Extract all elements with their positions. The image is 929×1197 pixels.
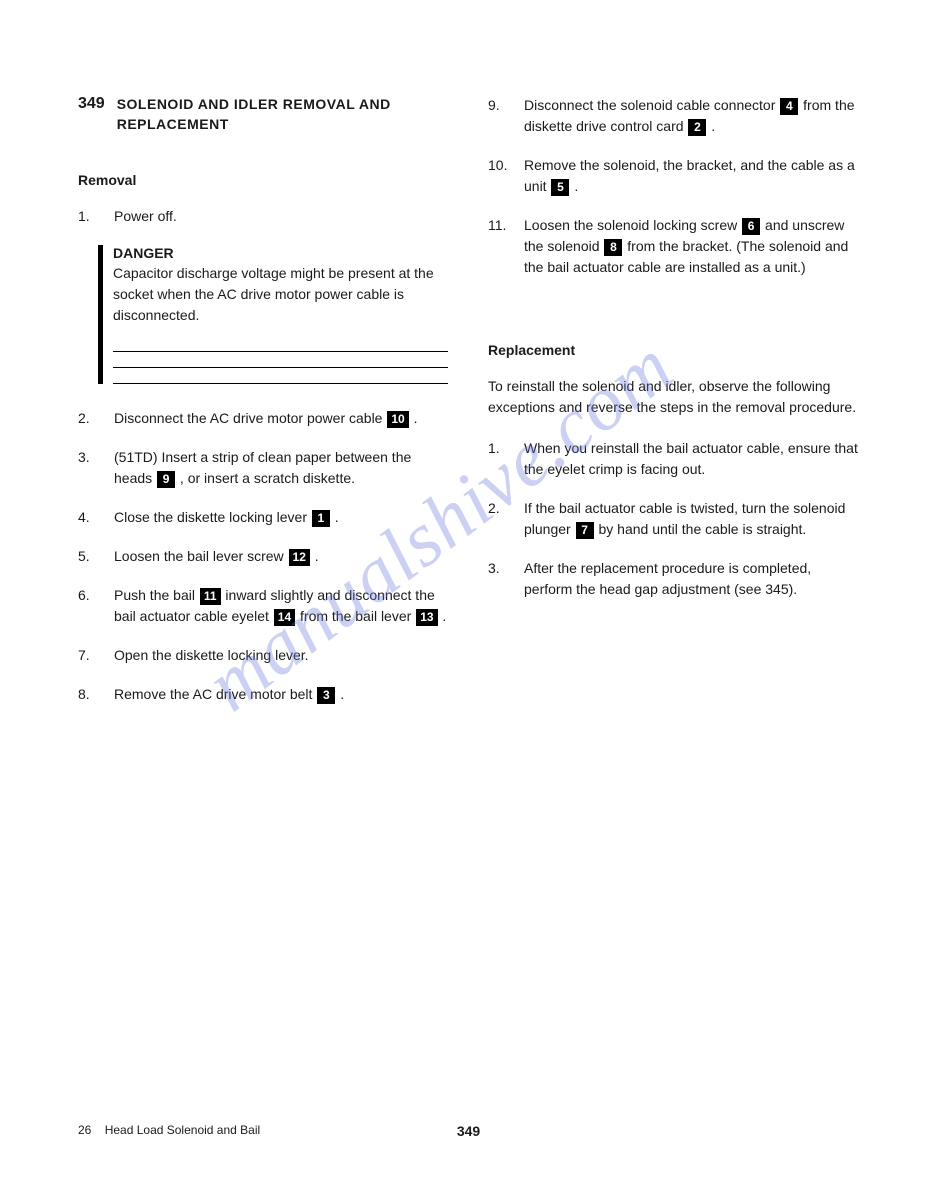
callout-keycap: 2 (688, 119, 706, 136)
list-item: 2.Disconnect the AC drive motor power ca… (78, 408, 448, 429)
item-body: Loosen the solenoid locking screw 6 and … (524, 215, 858, 278)
item-number: 4. (78, 507, 114, 528)
callout-keycap: 10 (387, 411, 408, 428)
item-number: 7. (78, 645, 114, 666)
item-body: Open the diskette locking lever. (114, 645, 448, 666)
list-item: 8.Remove the AC drive motor belt 3 . (78, 684, 448, 705)
callout-keycap: 9 (157, 471, 175, 488)
callout-keycap: 5 (551, 179, 569, 196)
item-number: 3. (488, 558, 524, 600)
page-content: 349 SOLENOID AND IDLER REMOVAL AND REPLA… (78, 95, 859, 723)
item-number: 5. (78, 546, 114, 567)
callout-keycap: 6 (742, 218, 760, 235)
item-body: Disconnect the AC drive motor power cabl… (114, 408, 448, 429)
list-item: 2.If the bail actuator cable is twisted,… (488, 498, 858, 540)
item-body: Close the diskette locking lever 1 . (114, 507, 448, 528)
danger-text: Capacitor discharge voltage might be pre… (113, 263, 448, 326)
footer-section-number: 349 (457, 1123, 480, 1139)
item-body: (51TD) Insert a strip of clean paper bet… (114, 447, 448, 489)
item-number: 1. (78, 206, 114, 227)
section-header: 349 SOLENOID AND IDLER REMOVAL AND REPLA… (78, 95, 448, 134)
page-footer: 26 Head Load Solenoid and Bail 349 (78, 1123, 859, 1137)
danger-block: DANGER Capacitor discharge voltage might… (98, 245, 448, 384)
callout-keycap: 1 (312, 510, 330, 527)
callout-keycap: 7 (576, 522, 594, 539)
list-item: 3.(51TD) Insert a strip of clean paper b… (78, 447, 448, 489)
item-body: Loosen the bail lever screw 12 . (114, 546, 448, 567)
list-item: 6.Push the bail 11 inward slightly and d… (78, 585, 448, 627)
item-body: Remove the AC drive motor belt 3 . (114, 684, 448, 705)
blank-line (113, 336, 448, 352)
item-body: Remove the solenoid, the bracket, and th… (524, 155, 858, 197)
item-number: 10. (488, 155, 524, 197)
footer-title: Head Load Solenoid and Bail (105, 1123, 260, 1137)
left-column: 349 SOLENOID AND IDLER REMOVAL AND REPLA… (78, 95, 448, 723)
callout-keycap: 11 (200, 588, 221, 605)
danger-title: DANGER (113, 245, 448, 261)
item-body: If the bail actuator cable is twisted, t… (524, 498, 858, 540)
list-item: 5.Loosen the bail lever screw 12 . (78, 546, 448, 567)
callout-keycap: 12 (289, 549, 310, 566)
item-number: 8. (78, 684, 114, 705)
callout-keycap: 4 (780, 98, 798, 115)
item-body: When you reinstall the bail actuator cab… (524, 438, 858, 480)
item-body: Disconnect the solenoid cable connector … (524, 95, 858, 137)
item-number: 9. (488, 95, 524, 137)
callout-keycap: 13 (416, 609, 437, 626)
section-title: SOLENOID AND IDLER REMOVAL AND REPLACEME… (117, 95, 391, 134)
item-number: 2. (78, 408, 114, 429)
item-body: Push the bail 11 inward slightly and dis… (114, 585, 448, 627)
item-number: 3. (78, 447, 114, 489)
item-number: 6. (78, 585, 114, 627)
list-item: 9.Disconnect the solenoid cable connecto… (488, 95, 858, 137)
footer-page-number: 26 (78, 1123, 91, 1137)
list-item: 1.When you reinstall the bail actuator c… (488, 438, 858, 480)
list-item: 4.Close the diskette locking lever 1 . (78, 507, 448, 528)
right-column: 9.Disconnect the solenoid cable connecto… (488, 95, 858, 723)
list-item: 10.Remove the solenoid, the bracket, and… (488, 155, 858, 197)
list-item: 3.After the replacement procedure is com… (488, 558, 858, 600)
replacement-heading: Replacement (488, 342, 858, 358)
danger-blank-lines (113, 336, 448, 384)
list-item: 7.Open the diskette locking lever. (78, 645, 448, 666)
blank-line (113, 352, 448, 368)
item-number: 1. (488, 438, 524, 480)
removal-heading: Removal (78, 172, 448, 188)
list-item: 1.Power off. (78, 206, 448, 227)
callout-keycap: 14 (274, 609, 295, 626)
item-body: After the replacement procedure is compl… (524, 558, 858, 600)
callout-keycap: 3 (317, 687, 335, 704)
section-number: 349 (78, 95, 105, 134)
blank-line (113, 368, 448, 384)
item-number: 2. (488, 498, 524, 540)
callout-keycap: 8 (604, 239, 622, 256)
replacement-intro: To reinstall the solenoid and idler, obs… (488, 376, 858, 418)
item-body: Power off. (114, 206, 448, 227)
list-item: 11.Loosen the solenoid locking screw 6 a… (488, 215, 858, 278)
item-number: 11. (488, 215, 524, 278)
